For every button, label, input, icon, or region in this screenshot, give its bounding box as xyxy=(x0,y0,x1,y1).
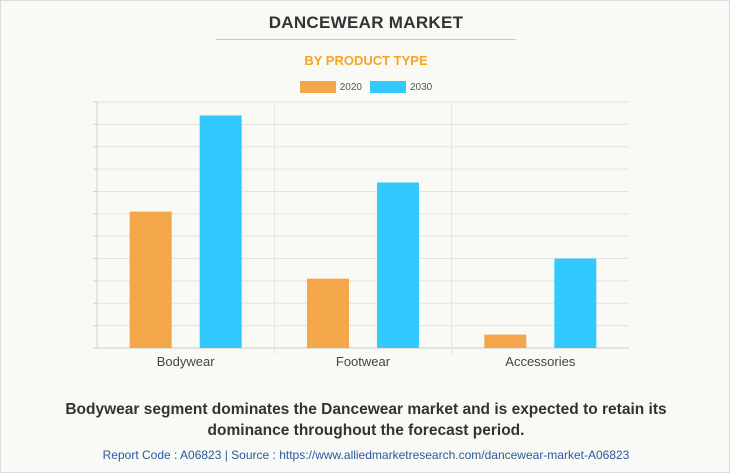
bar-accessories-2020 xyxy=(484,334,527,348)
legend-item-2030[interactable]: 2030 xyxy=(370,81,432,93)
x-tick-label: Accessories xyxy=(505,354,576,369)
legend-swatch-2020 xyxy=(299,81,336,93)
source-footer[interactable]: Report Code : A06823 | Source : https://… xyxy=(102,448,630,462)
legend-label-2030: 2030 xyxy=(410,81,433,93)
x-tick-label: Footwear xyxy=(336,354,391,369)
legend-label-2020: 2020 xyxy=(339,81,362,93)
chart-subtitle: BY PRODUCT TYPE xyxy=(304,53,428,68)
legend: 2020 2030 xyxy=(1,81,730,93)
bar-bodywear-2030 xyxy=(199,115,242,348)
legend-item-2020[interactable]: 2020 xyxy=(299,81,362,93)
legend-swatch-2030 xyxy=(370,81,406,93)
bar-footwear-2020 xyxy=(307,278,349,348)
x-tick-label: Bodywear xyxy=(157,354,215,369)
chart-caption: Bodywear segment dominates the Dancewear… xyxy=(65,401,667,439)
bar-bodywear-2020 xyxy=(129,211,172,348)
title-divider xyxy=(216,39,516,40)
bar-footwear-2030 xyxy=(377,182,419,348)
bar-accessories-2030 xyxy=(554,258,597,348)
chart-title: DANCEWEAR MARKET xyxy=(268,13,464,32)
